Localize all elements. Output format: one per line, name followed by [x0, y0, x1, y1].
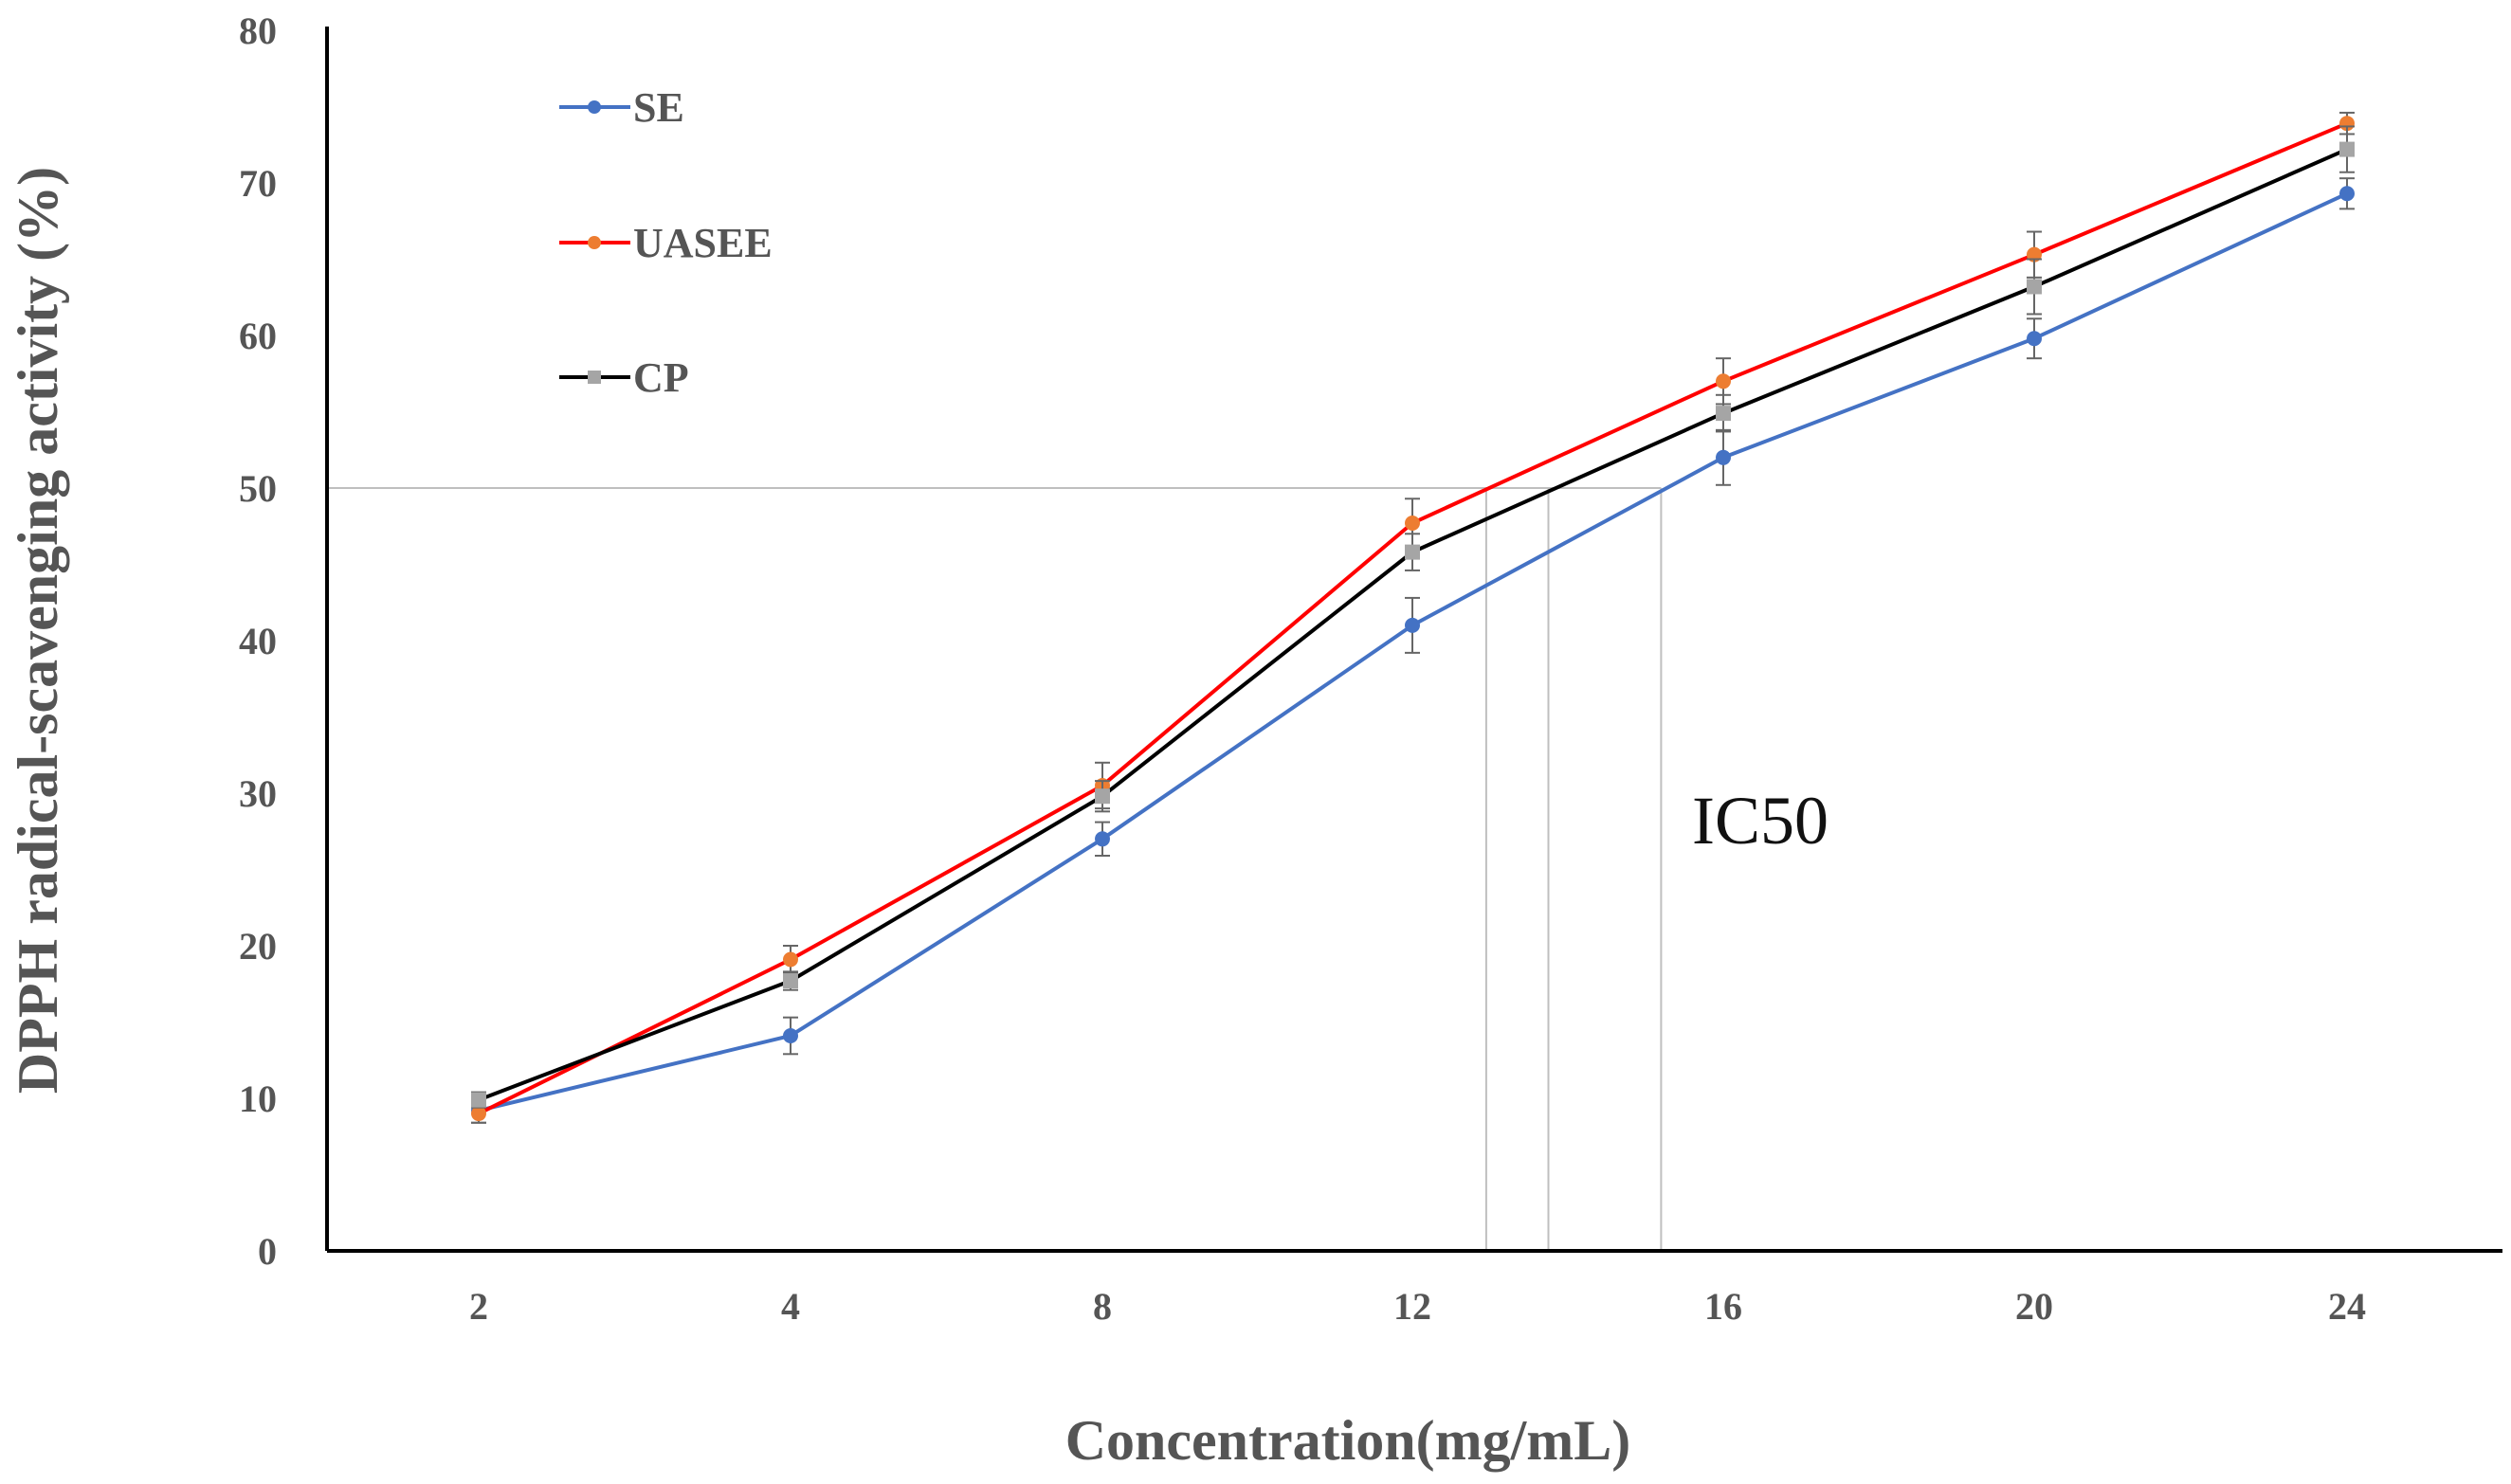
- y-tick-label: 20: [239, 925, 277, 968]
- y-tick-label: 40: [239, 620, 277, 662]
- legend: SE UASEE CP: [559, 84, 773, 401]
- data-point: [471, 1092, 486, 1108]
- y-tick-labels: 0 10 20 30 40 50 60 70 80: [239, 9, 277, 1273]
- series: [471, 111, 2355, 1124]
- data-point: [783, 951, 798, 968]
- y-tick-label: 10: [239, 1077, 277, 1120]
- data-point: [471, 1106, 486, 1122]
- legend-swatch-marker: [588, 371, 601, 384]
- y-tick-label: 70: [239, 162, 277, 205]
- x-tick-label: 24: [2328, 1285, 2366, 1328]
- legend-swatch-marker: [588, 100, 601, 114]
- reference-lines: [327, 487, 1663, 1251]
- series-cp: [471, 125, 2355, 1109]
- x-tick-labels: 2 4 8 12 16 20 24: [469, 1285, 2366, 1328]
- legend-swatch-marker: [588, 236, 601, 249]
- x-tick-label: 8: [1093, 1285, 1112, 1328]
- x-tick-label: 2: [469, 1285, 488, 1328]
- axes: [325, 27, 2502, 1253]
- ic50-annotation: IC50: [1692, 783, 1829, 859]
- y-axis-title: DPPH radical-scavenging activity (%): [7, 167, 69, 1094]
- x-tick-label: 16: [1704, 1285, 1742, 1328]
- y-tick-label: 80: [239, 9, 277, 52]
- data-point: [1095, 831, 1110, 847]
- data-point: [2027, 331, 2042, 347]
- data-point: [1716, 406, 1731, 422]
- data-point: [1095, 788, 1110, 805]
- y-tick-label: 60: [239, 315, 277, 357]
- data-point: [2339, 141, 2355, 157]
- legend-item-se: SE: [559, 84, 684, 131]
- x-tick-label: 4: [781, 1285, 800, 1328]
- data-point: [783, 973, 798, 989]
- series-se: [471, 177, 2355, 1124]
- legend-item-cp: CP: [559, 354, 689, 401]
- data-point: [2027, 279, 2042, 295]
- data-point: [2339, 186, 2355, 202]
- legend-label: SE: [633, 84, 684, 131]
- y-tick-label: 50: [239, 467, 277, 510]
- data-point: [1716, 373, 1731, 389]
- data-point: [1405, 617, 1420, 633]
- data-point: [1405, 544, 1420, 560]
- legend-label: CP: [633, 354, 689, 401]
- data-point: [1405, 516, 1420, 532]
- legend-item-uasee: UASEE: [559, 220, 773, 266]
- data-point: [1716, 449, 1731, 465]
- y-tick-label: 0: [258, 1230, 277, 1273]
- x-axis-title: Concentration(mg/mL): [1065, 1409, 1631, 1472]
- y-tick-label: 30: [239, 772, 277, 815]
- legend-label: UASEE: [633, 220, 773, 266]
- x-tick-label: 20: [2015, 1285, 2053, 1328]
- data-point: [783, 1027, 798, 1043]
- x-tick-label: 12: [1393, 1285, 1431, 1328]
